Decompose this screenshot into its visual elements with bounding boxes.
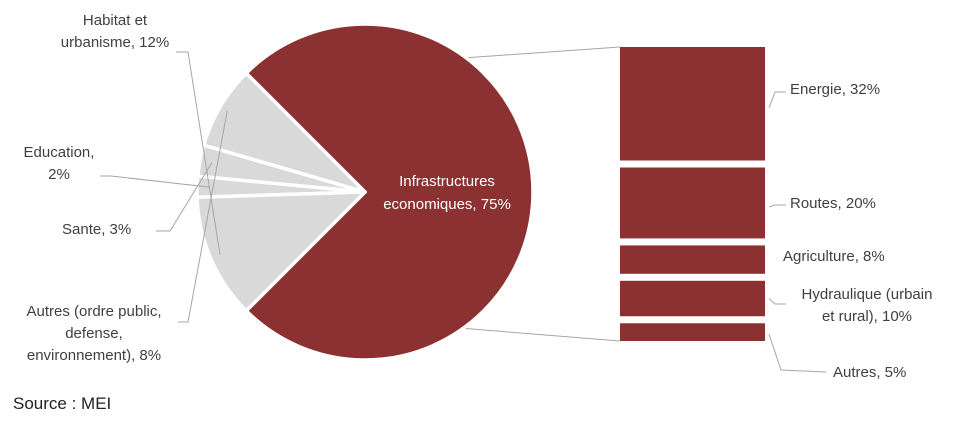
bar-segment-agriculture [620, 245, 765, 274]
leader-line-energie [768, 91, 786, 108]
bar-segment-energie [620, 47, 765, 161]
bar-segment-routes [620, 167, 765, 239]
bar-label-routes-text: Routes, 20% [790, 195, 876, 212]
slice-label-infrastructures-line2: economiques, 75% [383, 196, 511, 213]
bar-label-hydraulique-line2: et rural), 10% [821, 308, 913, 325]
slice-label-habitat-line1: Habitat et [82, 12, 148, 29]
slice-label-infrastructures: Infrastructures economiques, 75% [362, 170, 532, 216]
leader-line-routes [768, 204, 786, 208]
slice-label-education-line1: Education, [23, 144, 95, 161]
leader-line-hydraulique [768, 298, 786, 305]
slice-label-habitat: Habitat et urbanisme, 12% [30, 10, 200, 54]
slice-label-autres-pie-line1: Autres (ordre public, [26, 303, 162, 320]
bar-label-routes: Routes, 20% [790, 193, 876, 215]
source-note: Source : MEI [13, 394, 112, 413]
bar-label-energie: Energie, 32% [790, 79, 880, 101]
slice-label-sante-text: Sante, 3% [62, 221, 132, 238]
slice-label-autres-pie: Autres (ordre public, defense, environne… [2, 301, 186, 367]
slice-label-habitat-line2: urbanisme, 12% [60, 34, 170, 51]
bar-label-autres-text: Autres, 5% [833, 364, 907, 381]
leader-line-sante [156, 162, 213, 232]
bar-label-agriculture-text: Agriculture, 8% [783, 248, 885, 265]
bar-label-hydraulique: Hydraulique (urbain et rural), 10% [782, 284, 952, 328]
slice-label-autres-pie-line3: environnement), 8% [26, 347, 162, 364]
leader-line-autres-pie [178, 110, 228, 323]
bar-label-energie-text: Energie, 32% [790, 81, 881, 98]
bar-segment-hydraulique-urbain-et-rural [620, 280, 765, 317]
leader-line-autres-bar [768, 333, 827, 373]
bar-label-agriculture: Agriculture, 8% [783, 246, 885, 268]
leader-line-education [100, 175, 210, 188]
slice-label-sante: Sante, 3% [62, 219, 131, 241]
slice-label-infrastructures-line1: Infrastructures [399, 173, 495, 190]
bar-label-autres: Autres, 5% [833, 362, 906, 384]
leader-line-habitat [176, 51, 221, 255]
pie-slice-infrastructures-economiques [244, 22, 535, 362]
pie-slices [195, 22, 535, 362]
bar-segment-autres [620, 323, 765, 341]
slice-label-education-line2: 2% [48, 166, 70, 183]
pie-slice-habitat-et-urbanisme [195, 190, 367, 313]
slice-label-education: Education, 2% [4, 142, 114, 186]
bar-label-hydraulique-line1: Hydraulique (urbain [801, 286, 933, 303]
slice-label-autres-pie-line2: defense, [65, 325, 123, 342]
bar-segments [620, 47, 765, 341]
leader-lines [100, 51, 827, 373]
